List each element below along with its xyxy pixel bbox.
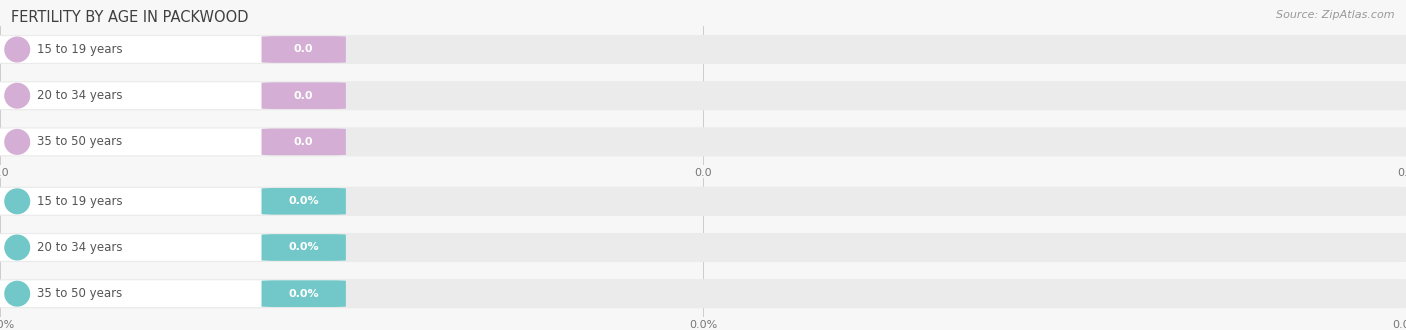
FancyBboxPatch shape — [0, 81, 1406, 110]
FancyBboxPatch shape — [262, 82, 346, 109]
FancyBboxPatch shape — [0, 187, 1406, 216]
Text: 0.0%: 0.0% — [288, 196, 319, 206]
FancyBboxPatch shape — [0, 234, 271, 261]
FancyBboxPatch shape — [0, 35, 1406, 64]
Text: 35 to 50 years: 35 to 50 years — [37, 135, 122, 148]
FancyBboxPatch shape — [0, 233, 1406, 262]
FancyBboxPatch shape — [262, 234, 346, 261]
Text: 0.0%: 0.0% — [288, 243, 319, 252]
Text: 0.0: 0.0 — [294, 45, 314, 54]
FancyBboxPatch shape — [262, 36, 346, 63]
Ellipse shape — [4, 235, 30, 260]
FancyBboxPatch shape — [0, 129, 271, 155]
FancyBboxPatch shape — [0, 127, 1406, 156]
Text: Source: ZipAtlas.com: Source: ZipAtlas.com — [1277, 10, 1395, 20]
Text: 0.0: 0.0 — [294, 137, 314, 147]
Ellipse shape — [4, 83, 30, 109]
FancyBboxPatch shape — [0, 280, 271, 307]
FancyBboxPatch shape — [262, 188, 346, 215]
Text: FERTILITY BY AGE IN PACKWOOD: FERTILITY BY AGE IN PACKWOOD — [11, 10, 249, 25]
FancyBboxPatch shape — [0, 36, 271, 63]
Text: 20 to 34 years: 20 to 34 years — [37, 89, 122, 102]
FancyBboxPatch shape — [262, 280, 346, 307]
FancyBboxPatch shape — [0, 82, 271, 109]
FancyBboxPatch shape — [0, 279, 1406, 308]
Text: 35 to 50 years: 35 to 50 years — [37, 287, 122, 300]
Text: 0.0%: 0.0% — [288, 289, 319, 299]
Text: 20 to 34 years: 20 to 34 years — [37, 241, 122, 254]
Ellipse shape — [4, 129, 30, 155]
Ellipse shape — [4, 281, 30, 307]
Ellipse shape — [4, 37, 30, 62]
Text: 15 to 19 years: 15 to 19 years — [37, 195, 122, 208]
Text: 0.0: 0.0 — [294, 91, 314, 101]
FancyBboxPatch shape — [262, 129, 346, 155]
Ellipse shape — [4, 188, 30, 214]
FancyBboxPatch shape — [0, 188, 271, 215]
Text: 15 to 19 years: 15 to 19 years — [37, 43, 122, 56]
